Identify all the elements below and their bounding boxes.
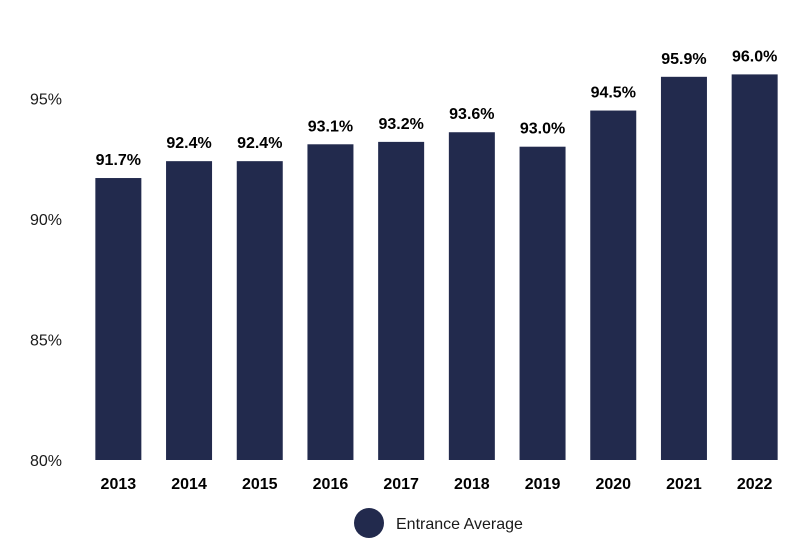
x-tick-label: 2020 <box>595 476 631 493</box>
legend-marker <box>354 508 384 538</box>
x-tick-label: 2022 <box>737 476 773 493</box>
x-axis: 2013 2014 2015 2016 2017 2018 2019 2020 2021 2022 <box>101 476 773 493</box>
x-tick-label: 2018 <box>454 476 490 493</box>
legend: Entrance Average <box>354 508 523 538</box>
bar <box>236 161 283 460</box>
bar <box>731 74 778 461</box>
bar <box>448 132 495 461</box>
bar <box>166 161 213 460</box>
bar-data-label: 96.0% <box>732 48 777 65</box>
x-tick-label: 2021 <box>666 476 702 493</box>
bar-data-label: 95.9% <box>661 51 706 68</box>
data-labels-group: 91.7% 92.4% 92.4% 93.1% 93.2% 93.6% 93.0% 94.5%… <box>96 48 778 169</box>
bar <box>590 110 637 461</box>
bar-data-label: 94.5% <box>591 85 636 102</box>
bar <box>519 146 566 460</box>
y-tick-label: 80% <box>30 453 62 470</box>
bars-group <box>95 74 778 461</box>
bar-data-label: 91.7% <box>96 152 141 169</box>
x-tick-label: 2016 <box>313 476 349 493</box>
x-tick-label: 2015 <box>242 476 278 493</box>
bar-data-label: 93.0% <box>520 121 565 138</box>
bar-data-label: 93.2% <box>378 116 423 133</box>
y-tick-label: 85% <box>30 333 62 350</box>
bar <box>378 141 425 460</box>
bar <box>660 76 707 460</box>
bar-data-label: 93.6% <box>449 106 494 123</box>
bar <box>307 144 354 461</box>
x-tick-label: 2019 <box>525 476 561 493</box>
y-tick-label: 95% <box>30 92 62 109</box>
x-tick-label: 2013 <box>101 476 137 493</box>
legend-label: Entrance Average <box>396 516 523 533</box>
x-tick-label: 2014 <box>171 476 207 493</box>
bar-data-label: 92.4% <box>166 135 211 152</box>
y-tick-label: 90% <box>30 212 62 229</box>
bar-data-label: 92.4% <box>237 135 282 152</box>
x-tick-label: 2017 <box>383 476 419 493</box>
bar-data-label: 93.1% <box>308 118 353 135</box>
y-axis: 80% 85% 90% 95% <box>30 92 62 471</box>
bar <box>95 178 142 460</box>
